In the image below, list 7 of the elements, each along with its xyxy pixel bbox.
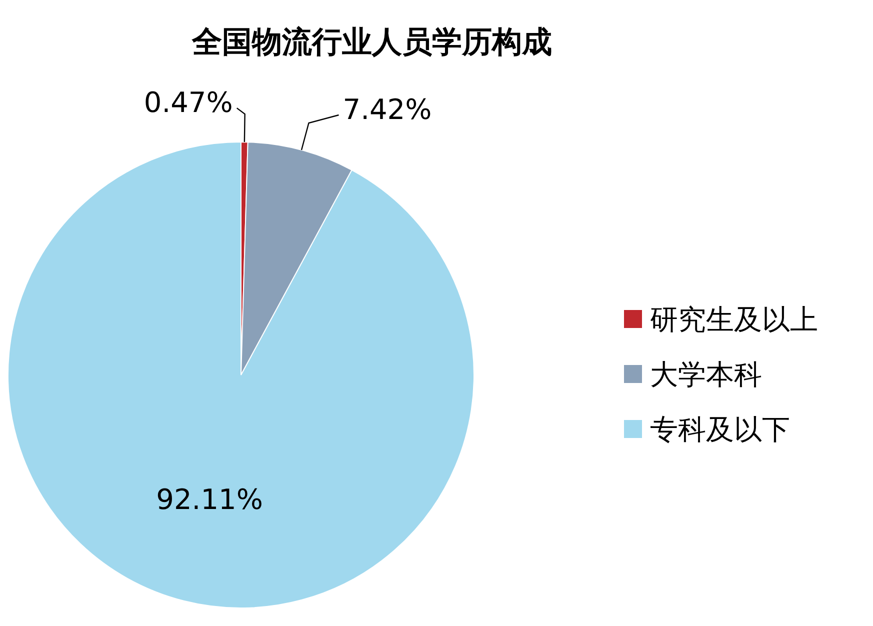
chart-title: 全国物流行业人员学历构成 — [191, 25, 552, 60]
data-label: 0.47% — [144, 86, 233, 120]
legend-label: 专科及以下 — [650, 413, 790, 446]
data-label: 92.11% — [156, 483, 263, 516]
data-label: 7.42% — [342, 92, 432, 126]
legend-label: 大学本科 — [650, 358, 762, 391]
legend-label: 研究生及以上 — [650, 303, 818, 336]
